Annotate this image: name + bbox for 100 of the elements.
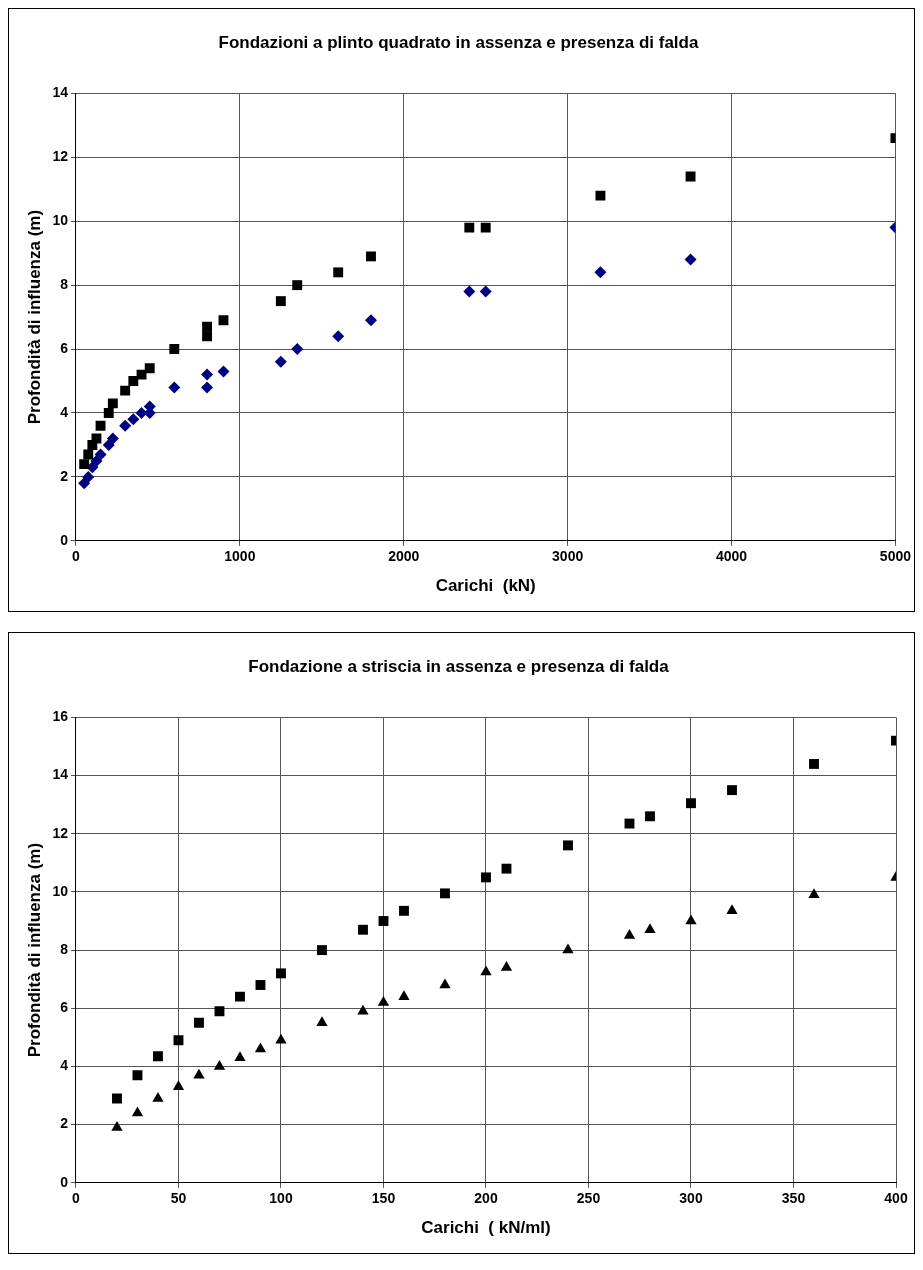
point bbox=[624, 818, 635, 829]
x-axis-title: Carichi (kN) bbox=[435, 576, 536, 596]
x-tick-label: 300 bbox=[679, 1190, 703, 1207]
point bbox=[94, 448, 107, 461]
point bbox=[398, 990, 410, 1000]
point bbox=[275, 296, 286, 307]
point bbox=[194, 1017, 204, 1028]
y-tick-label: 16 bbox=[52, 708, 69, 725]
point bbox=[727, 785, 737, 796]
point bbox=[399, 905, 409, 916]
point bbox=[317, 945, 327, 956]
point bbox=[686, 798, 696, 809]
point bbox=[479, 285, 492, 298]
point bbox=[275, 1033, 287, 1044]
point bbox=[131, 1106, 144, 1117]
point bbox=[480, 222, 491, 233]
point bbox=[332, 330, 345, 343]
point bbox=[685, 171, 696, 182]
point bbox=[481, 872, 491, 883]
point bbox=[132, 1070, 143, 1081]
point bbox=[217, 365, 230, 378]
point bbox=[316, 1016, 328, 1027]
point bbox=[563, 840, 573, 851]
point bbox=[644, 923, 656, 933]
y-tick-label: 8 bbox=[60, 276, 69, 292]
x-tick-label: 0 bbox=[72, 1190, 81, 1207]
x-tick-label: 150 bbox=[371, 1190, 396, 1207]
x-tick-label: 5000 bbox=[879, 548, 912, 565]
point bbox=[201, 368, 214, 381]
point bbox=[107, 398, 118, 409]
x-tick-label: 200 bbox=[474, 1190, 498, 1207]
y-axis-title: Profondità di influenza (m) bbox=[24, 209, 44, 425]
point bbox=[684, 253, 697, 266]
point bbox=[111, 1121, 123, 1131]
point bbox=[501, 863, 512, 874]
y-tick-label: 0 bbox=[60, 531, 69, 548]
point bbox=[358, 924, 368, 935]
point bbox=[274, 355, 287, 368]
point bbox=[153, 1051, 163, 1062]
chart-title: Fondazioni a plinto quadrato in assenza e presenza di falda bbox=[218, 32, 699, 52]
point bbox=[500, 961, 513, 971]
point bbox=[128, 376, 139, 386]
point bbox=[202, 321, 213, 332]
point bbox=[172, 1080, 185, 1091]
point bbox=[106, 432, 119, 445]
y-tick-label: 10 bbox=[52, 882, 69, 899]
point bbox=[79, 459, 90, 470]
point bbox=[364, 314, 377, 327]
point bbox=[480, 965, 492, 976]
point bbox=[808, 888, 820, 899]
x-tick-label: 250 bbox=[576, 1190, 601, 1207]
point bbox=[112, 1093, 122, 1104]
y-tick-label: 2 bbox=[60, 1115, 69, 1132]
point bbox=[193, 1068, 205, 1079]
x-tick-label: 0 bbox=[72, 548, 81, 565]
point bbox=[201, 381, 214, 394]
point bbox=[103, 408, 114, 418]
point bbox=[255, 980, 266, 990]
point bbox=[120, 385, 131, 396]
x-tick-label: 3000 bbox=[552, 548, 584, 565]
point bbox=[292, 280, 303, 291]
point bbox=[173, 1035, 184, 1046]
point bbox=[276, 968, 286, 979]
point bbox=[377, 995, 390, 1006]
point bbox=[235, 991, 245, 1002]
x-tick-label: 100 bbox=[269, 1190, 293, 1207]
point bbox=[95, 420, 106, 431]
x-tick-label: 1000 bbox=[224, 548, 256, 565]
x-tick-label: 350 bbox=[781, 1190, 806, 1207]
y-axis-title: Profondità di influenza (m) bbox=[24, 842, 44, 1058]
point bbox=[594, 266, 607, 279]
y-tick-label: 12 bbox=[52, 148, 69, 165]
point bbox=[809, 758, 819, 769]
point bbox=[169, 344, 180, 355]
point bbox=[152, 1091, 164, 1102]
y-tick-label: 6 bbox=[60, 339, 69, 356]
point bbox=[254, 1042, 267, 1053]
y-tick-label: 2 bbox=[60, 467, 69, 484]
point bbox=[378, 916, 389, 926]
point bbox=[218, 315, 229, 326]
y-tick-label: 8 bbox=[60, 940, 69, 957]
point bbox=[90, 454, 103, 467]
point bbox=[168, 381, 181, 394]
point bbox=[119, 419, 132, 432]
point bbox=[102, 438, 115, 451]
point bbox=[562, 943, 574, 954]
point bbox=[623, 929, 636, 939]
point bbox=[726, 904, 738, 915]
y-tick-label: 14 bbox=[52, 84, 69, 101]
point bbox=[439, 978, 451, 989]
chart-title: Fondazione a striscia in assenza e presenza di falda bbox=[248, 656, 670, 676]
point bbox=[202, 331, 213, 342]
point bbox=[440, 888, 450, 899]
point bbox=[366, 251, 376, 262]
point bbox=[214, 1006, 225, 1017]
point bbox=[213, 1059, 226, 1070]
point bbox=[144, 363, 155, 374]
x-tick-label: 50 bbox=[170, 1190, 187, 1207]
point bbox=[333, 267, 344, 278]
point bbox=[127, 413, 140, 426]
